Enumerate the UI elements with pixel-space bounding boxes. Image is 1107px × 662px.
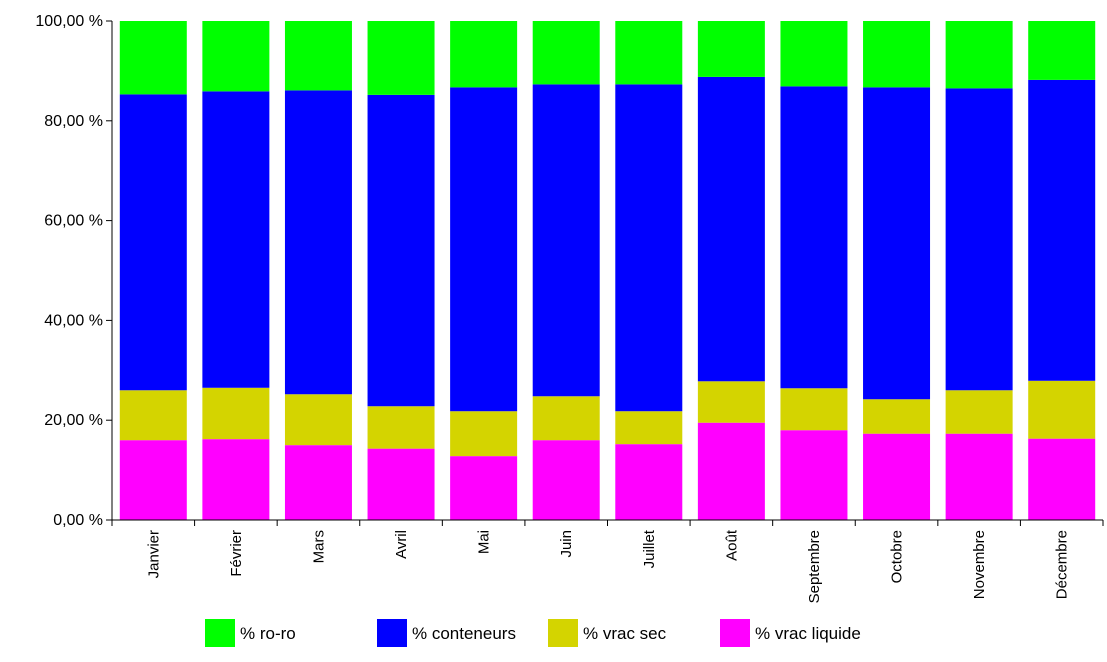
bar-segment-vrac-liquide-6: [615, 444, 683, 520]
bar-segment-conteneurs-0: [119, 94, 187, 391]
bar-segment-conteneurs-11: [1028, 79, 1096, 381]
bar-segment-conteneurs-4: [450, 87, 518, 412]
bar-segment-vrac-liquide-0: [119, 440, 187, 520]
bar-segment-ro-ro-1: [202, 21, 270, 92]
legend-swatch: [720, 619, 750, 647]
bar-segment-vrac-liquide-9: [863, 433, 931, 520]
bar-segment-conteneurs-10: [945, 88, 1013, 391]
legend-label: % vrac sec: [583, 624, 667, 643]
x-tick-label: Mars: [310, 530, 327, 563]
bar-segment-ro-ro-3: [367, 21, 435, 95]
x-tick-label: Février: [228, 530, 245, 577]
bar-segment-vrac-sec-2: [284, 394, 352, 446]
bar-segment-vrac-sec-3: [367, 406, 435, 449]
bar-segment-ro-ro-9: [863, 21, 931, 88]
bar-segment-vrac-sec-8: [780, 388, 848, 431]
x-tick-label: Juin: [558, 530, 575, 558]
legend-swatch: [548, 619, 578, 647]
axes-layer: 0,00 % 20,00 % 40,00 % 60,00 % 80,00 % 100,00…: [35, 13, 1104, 603]
bar-segment-conteneurs-6: [615, 84, 683, 412]
bar-segment-ro-ro-8: [780, 21, 848, 87]
y-tick-label: 20,00 %: [44, 412, 103, 429]
x-tick-label: Décembre: [1054, 530, 1071, 599]
bar-segment-conteneurs-7: [697, 76, 765, 382]
x-tick-label: Août: [723, 529, 740, 561]
bar-segment-ro-ro-10: [945, 21, 1013, 89]
bar-segment-vrac-sec-6: [615, 411, 683, 445]
bar-segment-vrac-sec-1: [202, 387, 270, 440]
bar-segment-ro-ro-4: [450, 21, 518, 88]
bar-segment-conteneurs-8: [780, 86, 848, 389]
bar-segment-ro-ro-11: [1028, 21, 1096, 80]
bar-segment-ro-ro-7: [697, 21, 765, 77]
y-tick-label: 100,00 %: [35, 13, 103, 30]
bar-segment-conteneurs-9: [863, 87, 931, 400]
bar-segment-vrac-sec-5: [532, 396, 600, 441]
bars-layer: [119, 21, 1096, 520]
bar-segment-conteneurs-5: [532, 84, 600, 397]
bar-segment-vrac-liquide-8: [780, 430, 848, 520]
legend-swatch: [377, 619, 407, 647]
bar-segment-vrac-liquide-3: [367, 448, 435, 520]
bar-segment-ro-ro-0: [119, 21, 187, 95]
legend-label: % conteneurs: [412, 624, 516, 643]
bar-segment-vrac-liquide-1: [202, 439, 270, 520]
bar-segment-conteneurs-3: [367, 94, 435, 407]
bar-segment-vrac-sec-4: [450, 411, 518, 457]
bar-segment-vrac-sec-9: [863, 399, 931, 434]
x-tick-label: Juillet: [641, 529, 658, 568]
bar-segment-vrac-sec-11: [1028, 380, 1096, 439]
bar-segment-vrac-sec-10: [945, 390, 1013, 434]
bar-segment-vrac-sec-0: [119, 390, 187, 441]
bar-segment-vrac-liquide-10: [945, 433, 1013, 520]
bar-segment-vrac-liquide-4: [450, 456, 518, 520]
x-tick-label: Mai: [476, 530, 493, 554]
bar-segment-ro-ro-2: [284, 21, 352, 91]
bar-segment-vrac-liquide-2: [284, 445, 352, 520]
legend: % ro-ro % conteneurs % vrac sec % vrac liqu…: [205, 619, 861, 647]
y-tick-label: 80,00 %: [44, 113, 103, 130]
legend-swatch: [205, 619, 235, 647]
legend-label: % vrac liquide: [755, 624, 861, 643]
bar-segment-vrac-liquide-7: [697, 422, 765, 520]
bar-segment-vrac-sec-7: [697, 381, 765, 423]
y-tick-label: 60,00 %: [44, 213, 103, 230]
x-tick-label: Avril: [393, 530, 410, 559]
x-tick-label: Octobre: [889, 530, 906, 583]
bar-segment-vrac-liquide-5: [532, 440, 600, 520]
x-tick-label: Novembre: [971, 530, 988, 599]
bar-segment-vrac-liquide-11: [1028, 438, 1096, 520]
bar-segment-ro-ro-6: [615, 21, 683, 85]
y-tick-label: 0,00 %: [53, 512, 103, 529]
x-tick-label: Janvier: [145, 530, 162, 578]
bar-segment-ro-ro-5: [532, 21, 600, 85]
x-tick-label: Septembre: [806, 530, 823, 603]
bar-segment-conteneurs-1: [202, 91, 270, 388]
bar-segment-conteneurs-2: [284, 90, 352, 395]
legend-label: % ro-ro: [240, 624, 296, 643]
y-tick-label: 40,00 %: [44, 312, 103, 329]
